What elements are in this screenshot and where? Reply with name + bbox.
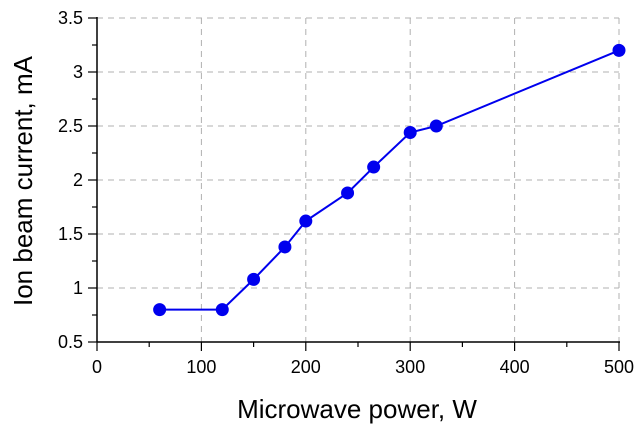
y-tick-label: 2 bbox=[73, 170, 83, 190]
data-point bbox=[299, 214, 313, 228]
data-point bbox=[341, 186, 355, 200]
y-tick-label: 0.5 bbox=[58, 332, 83, 352]
data-point bbox=[153, 303, 167, 317]
data-point bbox=[403, 125, 417, 139]
data-point bbox=[278, 240, 292, 254]
x-tick-label: 200 bbox=[291, 357, 321, 377]
y-tick-label: 3.5 bbox=[58, 8, 83, 28]
grid bbox=[97, 17, 620, 342]
axes bbox=[88, 17, 620, 351]
series-line bbox=[159, 49, 620, 311]
data-point bbox=[215, 303, 229, 317]
series bbox=[153, 43, 626, 317]
x-tick-label: 500 bbox=[604, 357, 634, 377]
x-tick-label: 0 bbox=[92, 357, 102, 377]
data-point bbox=[612, 43, 626, 57]
data-point bbox=[429, 119, 443, 133]
x-tick-label: 400 bbox=[500, 357, 530, 377]
x-tick-label: 300 bbox=[395, 357, 425, 377]
data-point bbox=[247, 272, 261, 286]
x-tick-label: 100 bbox=[186, 357, 216, 377]
data-point bbox=[367, 160, 381, 174]
y-tick-label: 1.5 bbox=[58, 224, 83, 244]
x-axis-label: Microwave power, W bbox=[237, 394, 477, 424]
y-axis-label: Ion beam current, mA bbox=[8, 55, 38, 306]
tick-labels: 0 100 200 300 400 500 0.5 1 1.5 2 2.5 3 3.5 bbox=[58, 8, 634, 377]
y-tick-label: 2.5 bbox=[58, 116, 83, 136]
y-tick-label: 1 bbox=[73, 278, 83, 298]
y-tick-label: 3 bbox=[73, 62, 83, 82]
